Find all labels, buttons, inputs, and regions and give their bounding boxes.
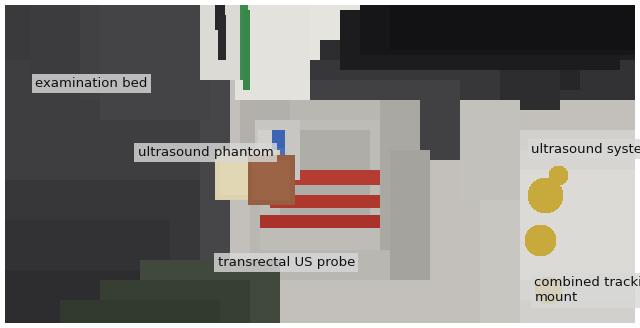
Text: ultrasound system: ultrasound system <box>531 143 640 156</box>
Text: ultrasound phantom: ultrasound phantom <box>138 146 273 159</box>
Text: examination bed: examination bed <box>35 77 148 90</box>
Text: combined tracking
mount: combined tracking mount <box>534 276 640 304</box>
Text: transrectal US probe: transrectal US probe <box>218 256 355 269</box>
